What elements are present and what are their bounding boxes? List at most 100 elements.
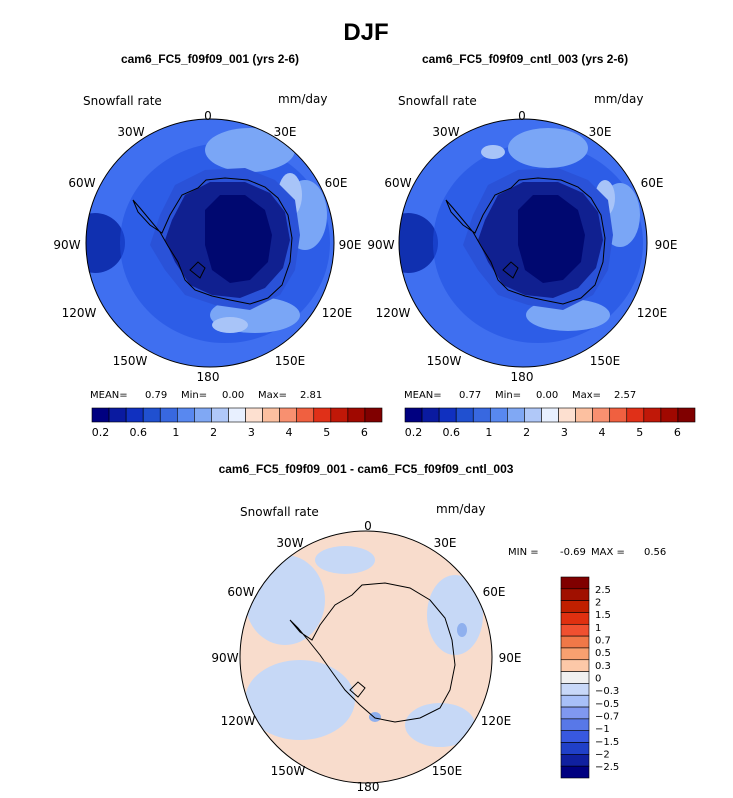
- polar-map-right: [398, 118, 648, 368]
- lon-label: 30W: [432, 125, 459, 139]
- lon-label: 90E: [655, 238, 678, 252]
- lon-label: 150W: [427, 354, 462, 368]
- colorbar-left: 0.2 0.6 1 2 3 4 5 6: [91, 407, 383, 439]
- colorbar-tick-label: 0.2: [92, 426, 110, 439]
- mean-value: 0.79: [145, 390, 167, 401]
- lon-label: 60W: [227, 585, 254, 599]
- lon-label: 120W: [221, 714, 256, 728]
- colorbar-swatch: [660, 407, 679, 423]
- colorbar-swatch: [592, 407, 611, 423]
- colorbar-tick-label: 2: [210, 426, 217, 439]
- deep-core: [205, 195, 272, 283]
- colorbar-swatch: [245, 407, 263, 423]
- colorbar-swatch: [560, 647, 590, 661]
- panel-right: cam6_FC5_f09f09_cntl_003 (yrs 2-6) Snowf…: [367, 52, 696, 439]
- colorbar-swatch: [560, 754, 590, 767]
- colorbar-tick-label: 1: [595, 623, 601, 634]
- max-label: Max=: [572, 390, 601, 401]
- longitude-labels-diff: 0 30E 60E 90E 120E 150E 180 150W 120W 90…: [211, 519, 521, 794]
- colorbar-swatch: [472, 407, 491, 423]
- edge-band: [399, 213, 438, 273]
- colorbar-swatch: [489, 407, 508, 423]
- mean-value: 0.77: [459, 390, 481, 401]
- stats-right: MEAN= 0.77 Min= 0.00 Max= 2.57: [404, 390, 636, 401]
- diff-neg-patch: [245, 555, 325, 645]
- lon-label: 120E: [637, 306, 668, 320]
- lon-label: 120W: [62, 306, 97, 320]
- lon-label: 90E: [339, 238, 362, 252]
- lon-label: 60E: [325, 176, 348, 190]
- coast-outline: [289, 582, 456, 723]
- lon-label: 30E: [434, 536, 457, 550]
- colorbar-swatch: [609, 407, 628, 423]
- colorbar-tick-label: −2: [595, 750, 610, 761]
- light-patch-south: [212, 317, 248, 333]
- lon-label: 30W: [117, 125, 144, 139]
- diff-neg-patch: [369, 712, 381, 722]
- lon-label: 120E: [481, 714, 512, 728]
- min-value: 0.00: [536, 390, 558, 401]
- colorbar-swatch: [560, 671, 590, 684]
- diff-neg-patch: [245, 660, 355, 740]
- lon-label: 60W: [68, 176, 95, 190]
- colorbar-swatch: [108, 407, 127, 423]
- colorbar-tick-label: −0.7: [595, 712, 619, 723]
- colorbar-tick-label: 3: [248, 426, 255, 439]
- panel-right-field-label: Snowfall rate: [398, 94, 477, 108]
- colorbar-swatch: [159, 407, 178, 423]
- colorbar-swatch: [626, 407, 645, 423]
- panel-left-field-label: Snowfall rate: [83, 94, 162, 108]
- colorbar-swatch: [194, 407, 212, 423]
- colorbar-swatch: [313, 407, 332, 423]
- colorbar-tick-label: 1: [485, 426, 492, 439]
- polar-map-left: [85, 118, 335, 368]
- stats-left: MEAN= 0.79 Min= 0.00 Max= 2.81: [90, 390, 322, 401]
- mean-label: MEAN=: [90, 390, 128, 401]
- max-value: 0.56: [644, 547, 666, 558]
- colorbar-swatch: [455, 407, 474, 423]
- lon-label: 150W: [113, 354, 148, 368]
- colorbar-tick-label: −1: [595, 724, 610, 735]
- longitude-labels-right: 0 30E 60E 90E 120E 150E 180 150W 120W 90…: [367, 109, 677, 384]
- colorbar-swatch: [262, 407, 280, 423]
- lon-label: 150E: [590, 354, 621, 368]
- colorbar-swatch: [560, 612, 590, 625]
- colorbar-tick-label: 2: [595, 597, 601, 608]
- colorbar-swatch: [279, 407, 298, 423]
- min-value: 0.00: [222, 390, 244, 401]
- colorbar-tick-label: 0.6: [129, 426, 147, 439]
- diff-stats: MIN = -0.69 MAX = 0.56: [508, 547, 666, 558]
- colorbar-tick-label: 1: [172, 426, 179, 439]
- panel-left-title: cam6_FC5_f09f09_001 (yrs 2-6): [121, 52, 299, 66]
- diff-title: cam6_FC5_f09f09_001 - cam6_FC5_f09f09_cn…: [219, 462, 514, 476]
- lon-label: 180: [357, 780, 380, 794]
- min-value: -0.69: [560, 547, 586, 558]
- colorbar-swatch: [404, 407, 423, 423]
- map-border: [85, 118, 335, 368]
- lon-label: 90W: [367, 238, 394, 252]
- min-label: Min=: [495, 390, 521, 401]
- colorbar-swatch: [330, 407, 349, 423]
- colorbar-tick-label: −1.5: [595, 737, 619, 748]
- coast-outline: [445, 177, 606, 305]
- colorbar-swatch: [142, 407, 161, 423]
- colorbar-swatch: [228, 407, 246, 423]
- colorbar-tick-label: 6: [674, 426, 681, 439]
- colorbar-swatch: [558, 407, 576, 423]
- season-title: DJF: [343, 19, 388, 46]
- light-band-north: [508, 128, 588, 168]
- lon-label: 150E: [432, 764, 463, 778]
- lon-label: 0: [518, 109, 526, 123]
- colorbar-tick-label: 6: [361, 426, 368, 439]
- lon-label: 150E: [275, 354, 306, 368]
- colorbar-right: 0.2 0.6 1 2 3 4 5 6: [404, 407, 696, 439]
- lon-label: 60W: [384, 176, 411, 190]
- colorbar-swatch: [560, 600, 590, 613]
- min-label: MIN =: [508, 547, 539, 558]
- colorbar-tick-label: 1.5: [595, 610, 611, 621]
- lon-label: 90W: [211, 651, 238, 665]
- colorbar-tick-label: 4: [599, 426, 606, 439]
- max-label: MAX =: [591, 547, 625, 558]
- lon-label: 30E: [274, 125, 297, 139]
- lon-label: 30E: [589, 125, 612, 139]
